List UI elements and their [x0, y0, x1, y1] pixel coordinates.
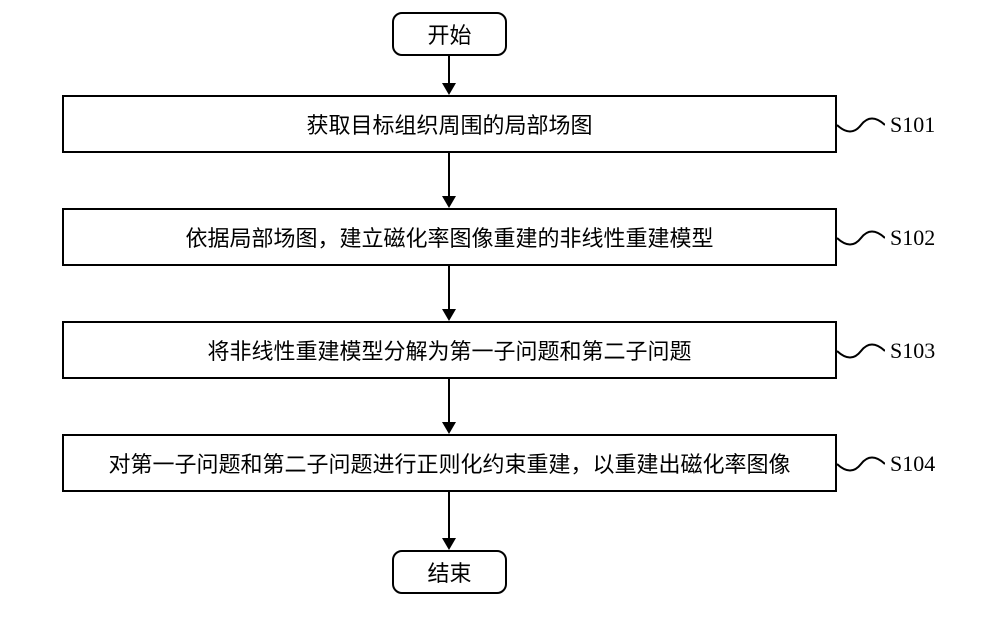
step-s104: 对第一子问题和第二子问题进行正则化约束重建，以重建出磁化率图像	[62, 434, 837, 492]
end-label: 结束	[427, 556, 471, 588]
arrow-head	[442, 422, 456, 434]
step-text: 对第一子问题和第二子问题进行正则化约束重建，以重建出磁化率图像	[108, 447, 790, 479]
arrow-head	[442, 538, 456, 550]
connector-s102	[837, 221, 885, 256]
step-label-s102: S102	[890, 225, 935, 251]
step-text: 将非线性重建模型分解为第一子问题和第二子问题	[207, 334, 691, 366]
end-node: 结束	[392, 550, 507, 594]
step-text: 依据局部场图，建立磁化率图像重建的非线性重建模型	[185, 221, 713, 253]
step-label-s103: S103	[890, 338, 935, 364]
step-s101: 获取目标组织周围的局部场图	[62, 95, 837, 153]
arrow-line	[448, 492, 450, 538]
arrow-line	[448, 266, 450, 309]
arrow-line	[448, 153, 450, 196]
arrow-head	[442, 83, 456, 95]
step-label-s104: S104	[890, 451, 935, 477]
connector-s103	[837, 334, 885, 369]
step-label-s101: S101	[890, 112, 935, 138]
start-node: 开始	[392, 12, 507, 56]
step-s103: 将非线性重建模型分解为第一子问题和第二子问题	[62, 321, 837, 379]
arrow-head	[442, 309, 456, 321]
arrow-line	[448, 56, 450, 83]
flowchart-canvas: 开始 获取目标组织周围的局部场图 S101 依据局部场图，建立磁化率图像重建的非…	[0, 0, 1000, 617]
connector-s101	[837, 108, 885, 143]
step-s102: 依据局部场图，建立磁化率图像重建的非线性重建模型	[62, 208, 837, 266]
start-label: 开始	[427, 18, 471, 50]
connector-s104	[837, 447, 885, 482]
arrow-line	[448, 379, 450, 422]
arrow-head	[442, 196, 456, 208]
step-text: 获取目标组织周围的局部场图	[306, 108, 592, 140]
